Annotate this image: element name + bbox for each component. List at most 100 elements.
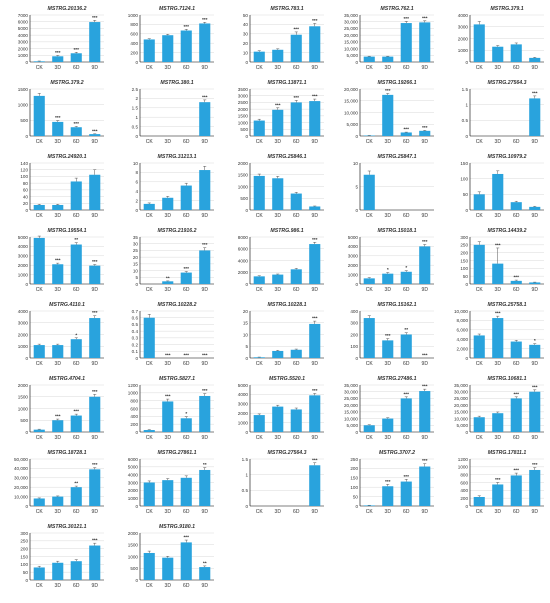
bar-3d (382, 95, 393, 136)
bar-9d (529, 470, 540, 506)
significance-label: *** (183, 266, 189, 272)
x-tick-label: 6D (403, 361, 410, 367)
chart-title: MSTRG.7124.1 (159, 6, 195, 12)
significance-label: *** (183, 24, 189, 30)
y-tick-label: 10,000 (344, 416, 358, 421)
significance-label: ** (74, 237, 78, 243)
y-tick-label: 1000 (18, 53, 29, 58)
y-tick-label: 15 (243, 321, 249, 326)
bar-ck (144, 553, 155, 580)
significance-label: *** (92, 538, 98, 544)
x-tick-label: CK (146, 509, 154, 515)
x-tick-label: CK (256, 65, 264, 71)
bar-3d (492, 264, 503, 284)
x-tick-label: 3D (495, 509, 502, 515)
significance-label: *** (513, 275, 519, 281)
bar-6d (511, 398, 522, 432)
bar-ck (254, 176, 265, 210)
bar-6d (511, 281, 522, 284)
x-tick-label: CK (366, 65, 374, 71)
y-tick-label: 0.5 (462, 118, 469, 123)
bar-9d (89, 266, 100, 284)
bar-ck (144, 430, 155, 432)
x-tick-label: 3D (275, 213, 282, 219)
bar-6d (181, 542, 192, 580)
bar-3d (492, 318, 503, 358)
y-tick-label: 2000 (18, 383, 29, 388)
y-tick-label: 35,000 (454, 383, 468, 388)
significance-label: *** (312, 237, 318, 243)
y-tick-label: 15,000 (344, 99, 358, 104)
significance-label: *** (385, 88, 391, 94)
y-tick-label: 10,000 (454, 416, 468, 421)
y-tick-label: 500 (240, 196, 248, 201)
bar-6d (71, 487, 82, 506)
x-tick-label: 6D (513, 287, 520, 293)
chart-panel: MSTRG.19266.105,00010,00015,00020,000CK*… (344, 80, 434, 145)
bar-9d (419, 22, 430, 62)
y-tick-label: 1 (245, 472, 248, 477)
bar-ck (254, 121, 265, 136)
x-tick-label: 6D (73, 435, 80, 441)
y-tick-label: 1000 (18, 102, 29, 107)
bar-9d (309, 395, 320, 432)
chart-title: MSTRG.10228.1 (268, 302, 307, 308)
x-tick-label: 3D (275, 435, 282, 441)
y-tick-label: 3000 (238, 402, 249, 407)
y-tick-label: 5,000 (347, 423, 359, 428)
y-tick-label: 500 (130, 566, 138, 571)
x-tick-label: 9D (92, 65, 99, 71)
bar-3d (162, 401, 173, 432)
y-tick-label: 0 (245, 430, 248, 435)
significance-label: * (387, 267, 389, 273)
y-tick-label: 0.5 (242, 488, 249, 493)
x-tick-label: 9D (202, 361, 209, 367)
significance-label: ** (74, 481, 78, 487)
x-tick-label: 9D (202, 213, 209, 219)
y-tick-label: 0 (355, 208, 358, 213)
y-tick-label: 0 (135, 430, 138, 435)
bar-ck (34, 238, 45, 284)
bar-3d (162, 198, 173, 210)
y-tick-label: 1000 (458, 465, 469, 470)
x-tick-label: 9D (312, 139, 319, 145)
bar-3d (52, 122, 63, 136)
x-tick-label: 9D (422, 65, 429, 71)
bar-6d (71, 245, 82, 284)
y-tick-label: 20 (243, 309, 249, 314)
chart-panel: MSTRG.13871.1050010001500200025003000350… (238, 80, 324, 145)
y-tick-label: 0.5 (132, 124, 139, 129)
y-tick-label: 8 (135, 170, 138, 175)
bar-9d (89, 397, 100, 432)
x-tick-label: CK (36, 65, 44, 71)
x-tick-label: 9D (312, 213, 319, 219)
y-tick-label: 5,000 (347, 53, 359, 58)
x-tick-label: 9D (532, 361, 539, 367)
chart-panel: MSTRG.17811.1020040060080010001200CK***3… (458, 450, 544, 515)
bar-9d (529, 392, 540, 432)
y-tick-label: 20 (243, 41, 249, 46)
x-tick-label: 9D (532, 287, 539, 293)
y-tick-label: 150 (350, 476, 358, 481)
y-tick-label: 4000 (18, 33, 29, 38)
significance-label: * (534, 338, 536, 344)
x-tick-label: 3D (385, 361, 392, 367)
x-tick-label: 6D (403, 435, 410, 441)
x-tick-label: 9D (202, 65, 209, 71)
y-tick-label: 150 (460, 258, 468, 263)
y-tick-label: 30,000 (454, 390, 468, 395)
chart-title: MSTRG.20136.2 (48, 6, 87, 12)
significance-label: *** (92, 389, 98, 395)
significance-label: *** (92, 462, 98, 468)
bar-ck (364, 505, 375, 506)
chart-title: MSTRG.27564.3 (268, 450, 307, 456)
y-tick-label: 2000 (18, 263, 29, 268)
chart-title: MSTRG.13871.1 (268, 80, 307, 86)
chart-title: MSTRG.10228.2 (158, 302, 197, 308)
x-tick-label: 3D (165, 435, 172, 441)
chart-panel: MSTRG.10681.105,00010,00015,00020,00025,… (454, 376, 544, 441)
y-tick-label: 1.5 (462, 87, 469, 92)
y-tick-label: 0 (25, 504, 28, 509)
significance-label: * (185, 411, 187, 417)
y-tick-label: 20,000 (454, 403, 468, 408)
